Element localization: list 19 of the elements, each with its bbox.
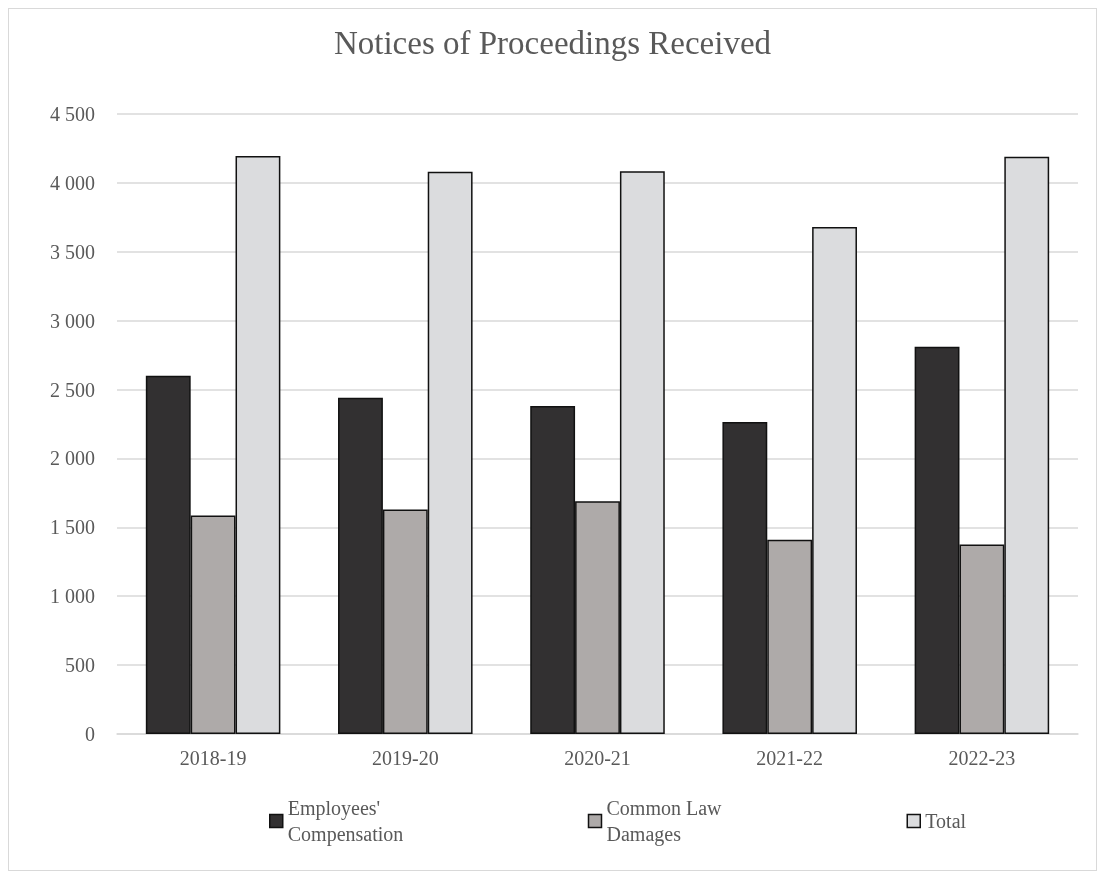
- y-tick-label: 0: [85, 723, 95, 745]
- x-tick-label: 2019-20: [371, 747, 439, 769]
- y-tick-label: 3 000: [50, 309, 95, 332]
- legend-label: Common Law Damages: [606, 797, 727, 846]
- y-tick-label: 3 500: [50, 240, 95, 263]
- y-tick-label: 2 000: [50, 447, 95, 470]
- x-tick-label: 2022-23: [948, 747, 1016, 769]
- chart-title: Notices of Proceedings Received: [333, 24, 772, 61]
- x-tick-label: 2020-21: [564, 747, 631, 769]
- y-tick-label: 2 500: [50, 378, 95, 401]
- y-tick-label: 4 000: [50, 171, 95, 194]
- legend-label: Total: [925, 810, 967, 832]
- legend-label: Employees' Compensation: [287, 797, 404, 846]
- x-tick-label: 2018-19: [179, 747, 247, 769]
- y-tick-label: 4 500: [50, 103, 95, 125]
- y-tick-label: 500: [65, 654, 95, 677]
- x-tick-label: 2021-22: [756, 747, 824, 769]
- y-tick-label: 1 000: [50, 585, 95, 608]
- y-tick-label: 1 500: [50, 516, 95, 539]
